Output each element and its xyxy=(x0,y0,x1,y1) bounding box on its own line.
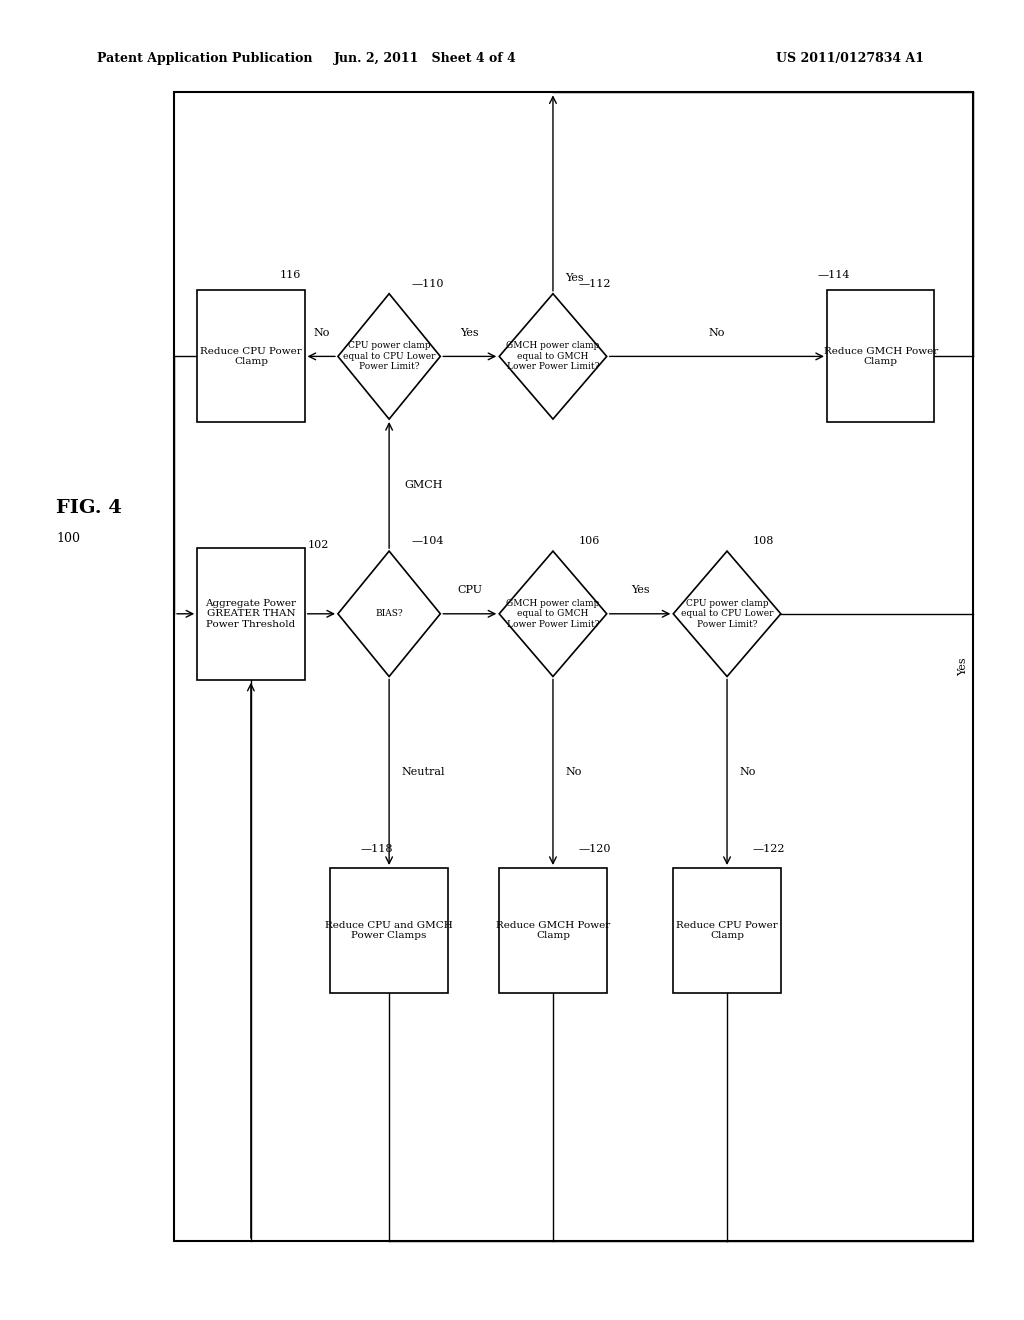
Text: —120: —120 xyxy=(579,843,611,854)
Text: —122: —122 xyxy=(753,843,785,854)
Text: No: No xyxy=(313,327,330,338)
Polygon shape xyxy=(500,294,606,420)
FancyBboxPatch shape xyxy=(197,290,305,422)
Text: 102: 102 xyxy=(307,540,329,550)
Text: Yes: Yes xyxy=(957,657,968,676)
Text: Patent Application Publication: Patent Application Publication xyxy=(97,51,312,65)
Text: 100: 100 xyxy=(56,532,80,545)
Text: 108: 108 xyxy=(753,536,774,546)
Text: Reduce GMCH Power
Clamp: Reduce GMCH Power Clamp xyxy=(823,347,938,366)
FancyBboxPatch shape xyxy=(500,869,606,993)
Text: No: No xyxy=(739,767,756,777)
Text: Reduce CPU Power
Clamp: Reduce CPU Power Clamp xyxy=(200,347,302,366)
Text: Yes: Yes xyxy=(461,327,479,338)
Polygon shape xyxy=(500,552,606,676)
Text: US 2011/0127834 A1: US 2011/0127834 A1 xyxy=(776,51,924,65)
FancyBboxPatch shape xyxy=(674,869,780,993)
Text: GMCH power clamp
equal to GMCH
Lower Power Limit?: GMCH power clamp equal to GMCH Lower Pow… xyxy=(506,599,600,628)
Text: CPU power clamp
equal to CPU Lower
Power Limit?: CPU power clamp equal to CPU Lower Power… xyxy=(681,599,773,628)
Text: No: No xyxy=(709,327,725,338)
Text: Reduce CPU and GMCH
Power Clamps: Reduce CPU and GMCH Power Clamps xyxy=(326,921,453,940)
Polygon shape xyxy=(674,552,780,676)
Text: GMCH power clamp
equal to GMCH
Lower Power Limit?: GMCH power clamp equal to GMCH Lower Pow… xyxy=(506,342,600,371)
Text: Aggregate Power
GREATER THAN
Power Threshold: Aggregate Power GREATER THAN Power Thres… xyxy=(206,599,296,628)
Text: —114: —114 xyxy=(817,269,850,280)
Text: —104: —104 xyxy=(412,536,444,546)
Text: CPU power clamp
equal to CPU Lower
Power Limit?: CPU power clamp equal to CPU Lower Power… xyxy=(343,342,435,371)
Text: Jun. 2, 2011   Sheet 4 of 4: Jun. 2, 2011 Sheet 4 of 4 xyxy=(334,51,516,65)
Text: 116: 116 xyxy=(280,269,301,280)
FancyBboxPatch shape xyxy=(330,869,449,993)
Text: —110: —110 xyxy=(412,279,444,289)
Polygon shape xyxy=(338,294,440,420)
Text: FIG. 4: FIG. 4 xyxy=(56,499,122,517)
Text: GMCH: GMCH xyxy=(404,480,443,490)
Text: Neutral: Neutral xyxy=(401,767,444,777)
Text: Yes: Yes xyxy=(631,585,649,595)
Text: 106: 106 xyxy=(579,536,600,546)
Text: CPU: CPU xyxy=(458,585,482,595)
Text: BIAS?: BIAS? xyxy=(376,610,402,618)
FancyBboxPatch shape xyxy=(827,290,934,422)
Text: No: No xyxy=(565,767,582,777)
Text: —112: —112 xyxy=(579,279,611,289)
Text: Reduce CPU Power
Clamp: Reduce CPU Power Clamp xyxy=(676,921,778,940)
Text: Reduce GMCH Power
Clamp: Reduce GMCH Power Clamp xyxy=(496,921,610,940)
Polygon shape xyxy=(338,552,440,676)
Text: —118: —118 xyxy=(360,843,393,854)
Text: Yes: Yes xyxy=(565,273,584,282)
FancyBboxPatch shape xyxy=(197,548,305,680)
